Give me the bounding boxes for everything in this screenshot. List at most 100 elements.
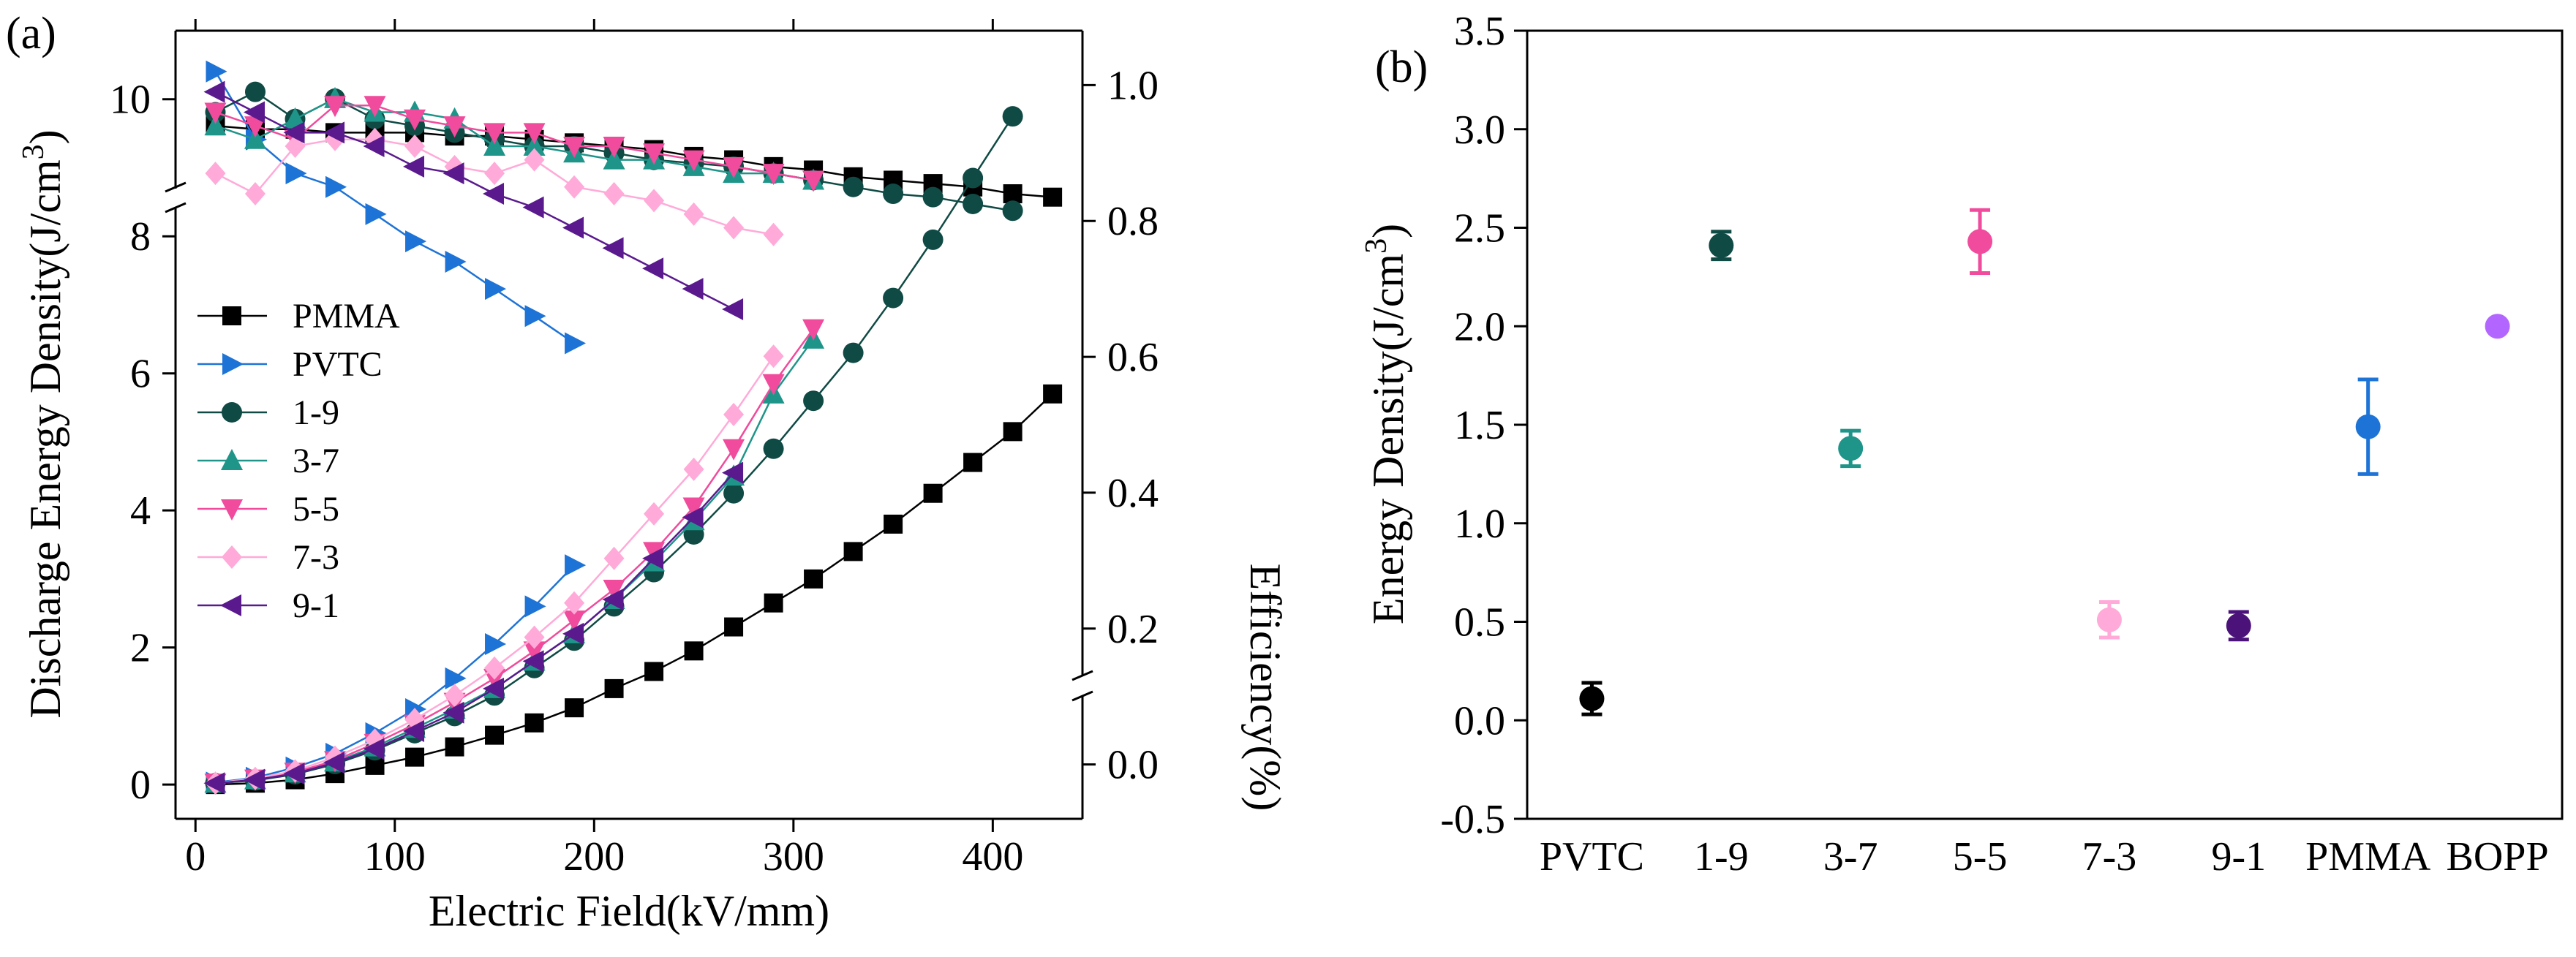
efficiency-point — [1043, 187, 1063, 207]
panel-a-left-ticks: 0 2 4 6 8 10 — [110, 77, 176, 808]
efficiency-point — [843, 176, 864, 197]
efficiency-point — [203, 80, 225, 103]
efficiency-point — [283, 121, 305, 144]
efficiency-point — [405, 230, 427, 253]
efficiency-point — [205, 162, 226, 186]
right-tick-label: 0.2 — [1107, 607, 1159, 652]
efficiency-point — [483, 134, 506, 156]
energy-point — [682, 506, 704, 529]
efficiency-point — [524, 148, 545, 172]
energy-point — [1043, 384, 1063, 404]
y-tick-label: 0.0 — [1454, 698, 1505, 744]
panel-a-x-ticks: 0 100 200 300 400 — [185, 19, 1023, 880]
panel-a-y-axis-label-right: Efficiency(%) — [1241, 564, 1289, 812]
efficiency-point — [762, 164, 785, 186]
energy-line — [215, 328, 815, 784]
energy-point — [644, 502, 665, 526]
panel-a-left-axis-break-mark — [165, 181, 187, 193]
efficiency-point — [603, 148, 625, 170]
y-tick-label: 2.0 — [1454, 304, 1505, 349]
efficiency-point — [1003, 184, 1023, 204]
energy-point — [524, 713, 544, 733]
legend-item: 9-1 — [197, 586, 339, 625]
panel-b-points — [1579, 208, 2510, 716]
efficiency-point — [284, 107, 306, 129]
x-category-label: 7-3 — [2082, 834, 2137, 880]
panel-b: (b) -0.5 0.0 0.5 1.0 1.5 2.0 2.5 3.0 3.5 PVTC 1-9… — [1360, 9, 2564, 880]
energy-point — [684, 641, 704, 661]
legend-label: PVTC — [293, 345, 383, 384]
energy-point — [644, 662, 664, 681]
efficiency-point — [683, 202, 704, 226]
y-tick-label: 3.0 — [1454, 107, 1505, 153]
efficiency-line — [215, 104, 814, 181]
efficiency-point — [483, 183, 505, 205]
panel-a-y-axis-label-left: Discharge Energy Density(J/cm3) — [17, 129, 69, 718]
y-tick-label: 3.5 — [1454, 9, 1505, 54]
panel-a-label: (a) — [6, 9, 56, 58]
efficiency-point — [442, 162, 464, 185]
energy-point — [203, 772, 225, 795]
energy-point — [323, 752, 345, 774]
right-tick-label: 0.4 — [1107, 471, 1159, 516]
x-tick-label: 100 — [364, 834, 426, 880]
x-tick-label: 400 — [962, 834, 1023, 880]
energy-point — [843, 342, 864, 363]
panel-a-series — [203, 60, 1063, 795]
efficiency-point — [285, 162, 307, 185]
energy-point — [603, 546, 625, 570]
efficiency-point — [206, 60, 227, 83]
x-category-label: PVTC — [1540, 834, 1644, 880]
legend-item: 3-7 — [197, 442, 339, 480]
efficiency-point — [603, 136, 625, 158]
data-point — [2485, 314, 2510, 339]
energy-point — [723, 402, 745, 426]
legend-marker — [222, 353, 244, 375]
energy-point — [562, 622, 584, 645]
x-tick-label: 300 — [763, 834, 824, 880]
right-tick-label: 0.0 — [1107, 743, 1159, 788]
energy-point — [604, 678, 624, 698]
data-point — [2096, 607, 2122, 632]
series-9-1 — [203, 80, 744, 795]
energy-point — [403, 720, 425, 743]
right-tick-label: 0.6 — [1107, 335, 1159, 380]
efficiency-point — [723, 216, 745, 240]
x-category-label: 3-7 — [1823, 834, 1878, 880]
legend-label: 9-1 — [293, 586, 339, 625]
point-7-3 — [2096, 600, 2122, 640]
energy-point — [244, 768, 265, 791]
energy-point — [523, 641, 546, 663]
point-PVTC — [1579, 681, 1605, 716]
energy-point — [682, 497, 705, 519]
efficiency-point — [722, 298, 744, 321]
legend-label: PMMA — [293, 297, 400, 336]
efficiency-point — [1002, 200, 1023, 222]
energy-point — [763, 438, 784, 459]
panel-a-right-ticks: 0.0 0.2 0.4 0.6 0.8 1.0 — [1082, 63, 1159, 788]
legend-label: 5-5 — [293, 490, 339, 529]
energy-point — [804, 569, 824, 589]
efficiency-point — [443, 116, 466, 138]
point-9-1 — [2226, 610, 2251, 642]
legend-item: 5-5 — [197, 490, 339, 529]
data-point — [2355, 414, 2381, 439]
energy-point — [445, 667, 467, 689]
efficiency-point — [204, 102, 227, 124]
energy-point — [1002, 106, 1023, 127]
energy-point — [563, 610, 586, 632]
efficiency-point — [522, 196, 544, 219]
panel-a-x-axis-label: Electric Field(kV/mm) — [429, 887, 829, 935]
series-PVTC — [206, 60, 587, 794]
energy-point — [602, 589, 624, 611]
point-BOPP — [2485, 314, 2510, 339]
energy-point — [485, 632, 507, 655]
efficiency-point — [602, 237, 624, 260]
point-PMMA — [2355, 377, 2381, 476]
efficiency-line — [214, 71, 575, 344]
efficiency-point — [523, 134, 546, 156]
energy-point — [445, 737, 464, 757]
left-tick-label: 6 — [130, 352, 151, 397]
efficiency-point — [485, 278, 507, 300]
data-point — [1838, 436, 1864, 461]
